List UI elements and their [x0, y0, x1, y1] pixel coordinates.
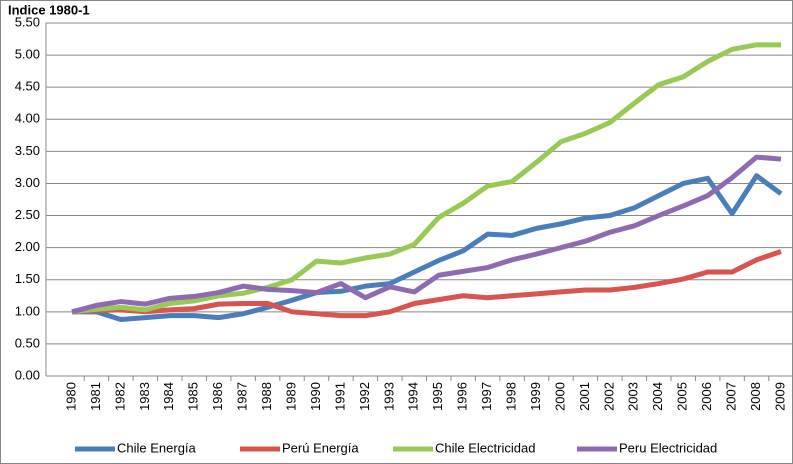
- x-tick-label: 2003: [626, 382, 641, 411]
- x-tick-label: 2007: [724, 382, 739, 411]
- x-tick-label: 2001: [577, 382, 592, 411]
- x-tick-label: 1988: [259, 382, 274, 411]
- x-tick-label: 1982: [112, 382, 127, 411]
- x-tick-label: 1994: [406, 382, 421, 411]
- x-tick-label: 1995: [430, 382, 445, 411]
- x-tick-label: 1997: [479, 382, 494, 411]
- y-tick-label: 1.50: [15, 271, 40, 286]
- x-tick-label: 1980: [63, 382, 78, 411]
- y-tick-label: 0.00: [15, 367, 40, 382]
- x-tick-label: 2006: [699, 382, 714, 411]
- y-tick-label: 0.50: [15, 335, 40, 350]
- y-tick-label: 4.50: [15, 79, 40, 94]
- x-tick-label: 1993: [381, 382, 396, 411]
- y-tick-label: 4.00: [15, 111, 40, 126]
- chart-title: Indice 1980-1: [8, 2, 90, 17]
- y-tick-label: 5.50: [15, 14, 40, 29]
- x-tick-label: 1998: [504, 382, 519, 411]
- x-tick-label: 1989: [283, 382, 298, 411]
- x-tick-label: 2000: [552, 382, 567, 411]
- x-tick-label: 1981: [88, 382, 103, 411]
- x-tick-label: 1987: [235, 382, 250, 411]
- y-tick-label: 2.00: [15, 239, 40, 254]
- legend-label: Perú Energía: [282, 440, 359, 455]
- x-tick-label: 1996: [455, 382, 470, 411]
- x-tick-label: 1991: [332, 382, 347, 411]
- x-tick-label: 2008: [748, 382, 763, 411]
- legend-label: Chile Electricidad: [435, 440, 535, 455]
- x-tick-label: 2005: [675, 382, 690, 411]
- x-tick-label: 1983: [137, 382, 152, 411]
- y-tick-label: 1.00: [15, 303, 40, 318]
- y-tick-label: 5.00: [15, 47, 40, 62]
- legend-label: Chile Energía: [117, 440, 197, 455]
- y-tick-label: 3.50: [15, 143, 40, 158]
- x-tick-label: 2009: [772, 382, 787, 411]
- data-line: [71, 42, 781, 315]
- x-tick-label: 2004: [650, 382, 665, 411]
- data-line: [71, 154, 782, 315]
- x-tick-label: 1985: [186, 382, 201, 411]
- x-tick-label: 1984: [161, 382, 176, 411]
- x-tick-label: 1992: [357, 382, 372, 411]
- data-line: [72, 173, 783, 323]
- x-tick-label: 1999: [528, 382, 543, 411]
- data-line: [71, 249, 782, 319]
- legend-label: Peru Electricidad: [619, 440, 717, 455]
- x-tick-label: 2002: [601, 382, 616, 411]
- y-tick-label: 3.00: [15, 175, 40, 190]
- y-tick-label: 2.50: [15, 207, 40, 222]
- x-tick-label: 1986: [210, 382, 225, 411]
- x-tick-label: 1990: [308, 382, 323, 411]
